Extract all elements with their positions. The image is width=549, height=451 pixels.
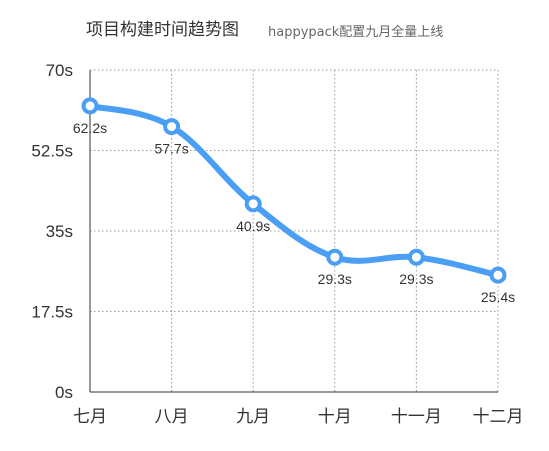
chart-title: 项目构建时间趋势图 [86, 20, 239, 40]
data-label: 40.9s [236, 218, 270, 234]
series-build-time [81, 97, 507, 284]
data-labels: 62.2s 57.7s 40.9s 29.3s 29.3s 25.4s [73, 120, 515, 305]
axes [89, 70, 498, 393]
data-point-marker [326, 248, 344, 266]
x-tick-label: 十一月 [391, 407, 442, 426]
chart-subtitle: happypack配置九月全量上线 [268, 24, 443, 40]
x-axis-ticks: 七月 八月 九月 十月 十一月 十二月 [73, 407, 524, 426]
x-tick-label: 十二月 [473, 407, 524, 426]
y-tick-label: 35s [46, 222, 73, 241]
data-point-marker [81, 97, 99, 115]
data-point-marker [244, 195, 262, 213]
data-label: 57.7s [154, 141, 188, 157]
data-label: 29.3s [399, 271, 433, 287]
y-tick-label: 17.5s [31, 303, 73, 322]
x-tick-label: 九月 [236, 407, 270, 426]
data-point-marker [489, 266, 507, 284]
y-tick-label: 70s [46, 61, 73, 80]
x-tick-label: 八月 [155, 407, 189, 426]
series-line [87, 102, 501, 279]
data-point-marker [163, 118, 181, 136]
data-label: 25.4s [481, 289, 515, 305]
y-axis-ticks: 0s 17.5s 35s 52.5s 70s [31, 61, 73, 402]
data-point-marker [407, 248, 425, 266]
data-label: 62.2s [73, 120, 107, 136]
y-tick-label: 0s [55, 383, 73, 402]
data-label: 29.3s [318, 271, 352, 287]
x-tick-label: 十月 [318, 407, 352, 426]
grid-lines [90, 69, 499, 392]
y-tick-label: 52.5s [31, 142, 73, 161]
x-tick-label: 七月 [73, 407, 107, 426]
